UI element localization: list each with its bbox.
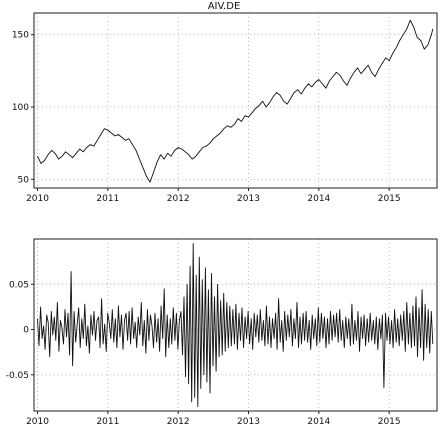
bottom-returns-panel: 2010 2011 2012 2013 2014 2015 -0.05 0 0.05 xyxy=(6,238,438,427)
bottom-ytick-label: 0.05 xyxy=(9,280,29,290)
chart-title: AIV.DE xyxy=(207,1,241,12)
bottom-ytick-label: 0 xyxy=(23,326,29,336)
top-xtick-label: 2015 xyxy=(378,194,401,204)
bottom-xtick-label: 2014 xyxy=(307,417,330,427)
bottom-xtick-label: 2015 xyxy=(378,417,401,427)
bottom-ytick-label: -0.05 xyxy=(6,371,29,381)
top-xtick-label: 2012 xyxy=(167,194,190,204)
top-xtick-label: 2013 xyxy=(237,194,260,204)
bottom-series-line xyxy=(37,243,434,407)
top-series-line xyxy=(37,19,434,183)
top-ytick-label: 150 xyxy=(12,31,29,41)
bottom-xtick-label: 2011 xyxy=(96,417,119,427)
top-ytick-label: 50 xyxy=(18,175,30,185)
bottom-frame xyxy=(33,238,438,412)
top-ytick-label: 100 xyxy=(12,103,29,113)
top-xtick-label: 2014 xyxy=(307,194,330,204)
top-xtick-label: 2011 xyxy=(96,194,119,204)
bottom-xtick-label: 2012 xyxy=(167,417,190,427)
bottom-xtick-label: 2010 xyxy=(26,417,49,427)
top-xtick-label: 2010 xyxy=(26,194,49,204)
top-frame xyxy=(33,12,438,189)
top-price-panel: 2010 2011 2012 2013 2014 2015 50 100 150 xyxy=(12,12,438,204)
bottom-xtick-label: 2013 xyxy=(237,417,260,427)
